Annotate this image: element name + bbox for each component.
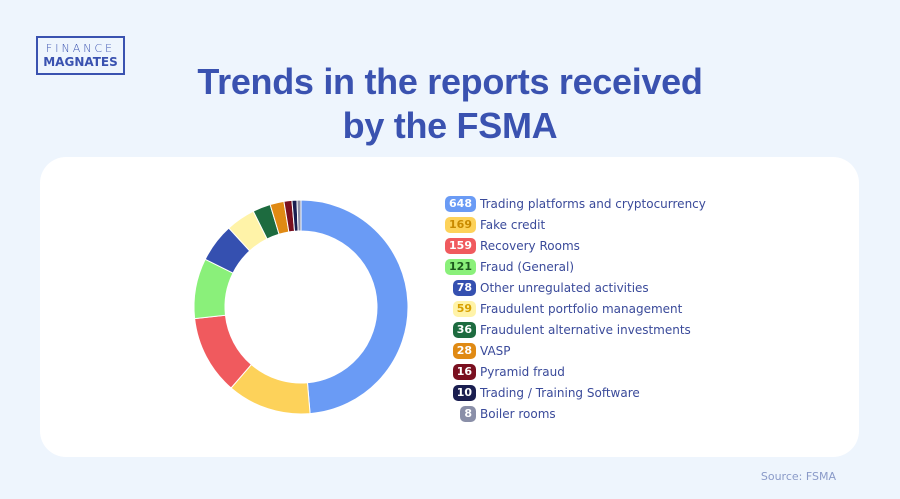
legend-label: Trading platforms and cryptocurrency: [480, 196, 706, 211]
legend-value-badge: 10: [452, 384, 476, 401]
legend-value-badge: 36: [452, 321, 476, 338]
legend-value-badge: 78: [452, 279, 476, 296]
legend-value-badge: 169: [445, 216, 476, 233]
legend-label: Other unregulated activities: [480, 280, 649, 295]
legend-label: Recovery Rooms: [480, 238, 580, 253]
legend: 648 Trading platforms and cryptocurrency 1…: [444, 193, 706, 424]
legend-value-badge: 8: [460, 405, 476, 422]
donut-slice: [300, 199, 409, 415]
legend-item: 78 Other unregulated activities: [444, 277, 706, 298]
legend-item: 28 VASP: [444, 340, 706, 361]
legend-value-badge: 648: [445, 195, 476, 212]
legend-label: Boiler rooms: [480, 406, 556, 421]
logo-line2: MAGNATES: [43, 55, 118, 69]
legend-label: Pyramid fraud: [480, 364, 565, 379]
legend-value-badge: 16: [452, 363, 476, 380]
legend-value-badge: 28: [452, 342, 476, 359]
donut-slice: [296, 199, 302, 232]
legend-item: 16 Pyramid fraud: [444, 361, 706, 382]
legend-item: 8 Boiler rooms: [444, 403, 706, 424]
source-note: Source: FSMA: [760, 470, 836, 483]
legend-value-badge: 159: [445, 237, 476, 254]
legend-item: 59 Fraudulent portfolio management: [444, 298, 706, 319]
legend-label: Trading / Training Software: [480, 385, 640, 400]
legend-item: 36 Fraudulent alternative investments: [444, 319, 706, 340]
chart-title: Trends in the reports received by the FS…: [197, 61, 703, 146]
donut-chart: [193, 199, 409, 415]
legend-item: 121 Fraud (General): [444, 256, 706, 277]
legend-item: 169 Fake credit: [444, 214, 706, 235]
finance-magnates-logo: FINANCE MAGNATES: [36, 36, 125, 75]
legend-label: VASP: [480, 343, 511, 358]
legend-label: Fraud (General): [480, 259, 575, 274]
legend-item: 648 Trading platforms and cryptocurrency: [444, 193, 706, 214]
legend-item: 159 Recovery Rooms: [444, 235, 706, 256]
legend-value-badge: 59: [452, 300, 476, 317]
legend-item: 10 Trading / Training Software: [444, 382, 706, 403]
legend-label: Fake credit: [480, 217, 546, 232]
legend-value-badge: 121: [445, 258, 476, 275]
legend-label: Fraudulent alternative investments: [480, 322, 691, 337]
logo-line1: FINANCE: [45, 42, 116, 55]
legend-label: Fraudulent portfolio management: [480, 301, 683, 316]
